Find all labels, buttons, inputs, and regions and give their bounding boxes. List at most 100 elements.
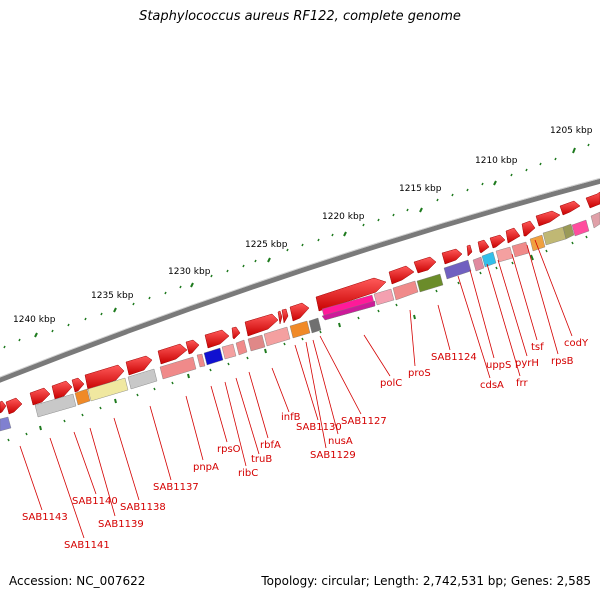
gene-arrow bbox=[489, 234, 506, 249]
feature-block bbox=[203, 347, 224, 366]
gene-label: uppS bbox=[486, 360, 511, 371]
feature-block bbox=[495, 246, 514, 263]
gene-arrow bbox=[505, 227, 521, 244]
feature-block bbox=[308, 317, 322, 334]
kbp-labels: 1205 kbp 1210 kbp 1215 kbp 1220 kbp 1225… bbox=[13, 126, 593, 325]
gene-arrow bbox=[466, 244, 473, 257]
kbp-label: 1240 kbp bbox=[13, 315, 56, 325]
feature-block bbox=[247, 334, 266, 352]
feature-block bbox=[590, 211, 600, 229]
kbp-label: 1235 kbp bbox=[91, 291, 134, 301]
gene-arrow bbox=[388, 265, 415, 285]
gene-label: rpsO bbox=[217, 444, 241, 455]
kbp-label: 1220 kbp bbox=[322, 212, 365, 222]
gene-arrow bbox=[521, 220, 536, 237]
gene-arrow bbox=[51, 380, 73, 400]
kbp-label: 1230 kbp bbox=[168, 267, 211, 277]
feature-block bbox=[571, 219, 590, 237]
gene-arrow bbox=[5, 397, 23, 415]
feature-block bbox=[235, 339, 248, 356]
gene-label: pyrH bbox=[515, 358, 539, 369]
gene-label: truB bbox=[251, 454, 272, 465]
gene-arrow bbox=[289, 302, 310, 322]
gene-arrow bbox=[231, 326, 241, 340]
gene-arrow bbox=[204, 329, 230, 349]
feature-block bbox=[87, 377, 129, 402]
gene-label: codY bbox=[564, 338, 589, 349]
feature-block bbox=[221, 343, 237, 360]
gene-arrow bbox=[559, 200, 581, 216]
feature-block bbox=[472, 256, 485, 272]
feature-block bbox=[511, 241, 530, 258]
accession-text: Accession: NC_007622 bbox=[9, 574, 146, 588]
feature-block bbox=[34, 393, 77, 418]
gene-label: polC bbox=[380, 378, 402, 389]
gene-label: SAB1137 bbox=[153, 482, 199, 493]
feature-block bbox=[321, 300, 376, 321]
feature-block bbox=[481, 251, 497, 268]
gene-label: SAB1124 bbox=[431, 352, 477, 363]
kbp-label: 1225 kbp bbox=[245, 240, 288, 250]
tick-ring-outer bbox=[3, 143, 590, 349]
feature-block bbox=[562, 223, 575, 240]
gene-arrow bbox=[413, 256, 437, 274]
gene-label: SAB1139 bbox=[98, 519, 144, 530]
gene-arrow bbox=[535, 210, 561, 227]
gene-label: SAB1140 bbox=[72, 496, 118, 507]
feature-block bbox=[392, 280, 419, 301]
feature-block bbox=[74, 388, 91, 406]
kbp-label: 1210 kbp bbox=[475, 156, 518, 166]
gene-arrow bbox=[277, 310, 283, 325]
feature-block bbox=[0, 416, 12, 432]
gene-label: ribC bbox=[238, 468, 258, 479]
backbone-arc-highlight bbox=[0, 177, 600, 378]
gene-arrow bbox=[477, 239, 490, 254]
gene-label: tsf bbox=[531, 342, 544, 353]
feature-block bbox=[443, 259, 472, 280]
gene-label: SAB1143 bbox=[22, 512, 68, 523]
gene-arrow bbox=[71, 377, 85, 393]
map-title: Staphylococcus aureus RF122, complete ge… bbox=[139, 9, 461, 24]
feature-blocks bbox=[0, 211, 600, 432]
feature-block bbox=[373, 288, 395, 306]
gene-label: pnpA bbox=[193, 462, 219, 473]
forward-strand-genes bbox=[0, 191, 600, 415]
gene-label: nusA bbox=[328, 436, 353, 447]
gene-label: cdsA bbox=[480, 380, 504, 391]
kbp-label: 1215 kbp bbox=[399, 184, 442, 194]
gene-arrow bbox=[157, 343, 188, 365]
gene-label: SAB1138 bbox=[120, 502, 166, 513]
gene-arrow bbox=[281, 308, 289, 324]
genome-summary-text: Topology: circular; Length: 2,742,531 bp… bbox=[261, 574, 591, 588]
gene-label: frr bbox=[516, 378, 528, 389]
gene-arrow bbox=[441, 248, 463, 265]
gene-arrow bbox=[29, 387, 51, 406]
gene-label: infB bbox=[281, 412, 301, 423]
kbp-label: 1205 kbp bbox=[550, 126, 593, 136]
gene-label: SAB1130 bbox=[296, 422, 342, 433]
gene-label: proS bbox=[408, 368, 431, 379]
feature-block bbox=[263, 326, 291, 347]
feature-block bbox=[127, 368, 158, 390]
feature-block bbox=[196, 353, 206, 368]
gene-label: SAB1141 bbox=[64, 540, 110, 551]
feature-block bbox=[289, 320, 311, 339]
feature-block bbox=[529, 234, 546, 252]
gene-arrow bbox=[585, 191, 600, 209]
gene-arrow bbox=[185, 339, 200, 355]
feature-block bbox=[416, 273, 444, 293]
tick-ring-inner bbox=[7, 235, 588, 442]
gene-arrow bbox=[315, 277, 387, 312]
label-leaders bbox=[19, 239, 573, 539]
gene-labels: codY rpsB tsf pyrH frr uppS cdsA SAB1124… bbox=[22, 338, 589, 551]
gene-label: SAB1129 bbox=[310, 450, 356, 461]
gene-arrow bbox=[0, 400, 7, 414]
gene-arrow bbox=[125, 355, 153, 376]
gene-label: SAB1127 bbox=[341, 416, 387, 427]
gene-arrow bbox=[84, 364, 125, 391]
backbone-arc bbox=[0, 178, 600, 383]
feature-block bbox=[542, 226, 567, 246]
gene-arrow bbox=[244, 313, 279, 337]
gene-label: rpsB bbox=[551, 356, 574, 367]
